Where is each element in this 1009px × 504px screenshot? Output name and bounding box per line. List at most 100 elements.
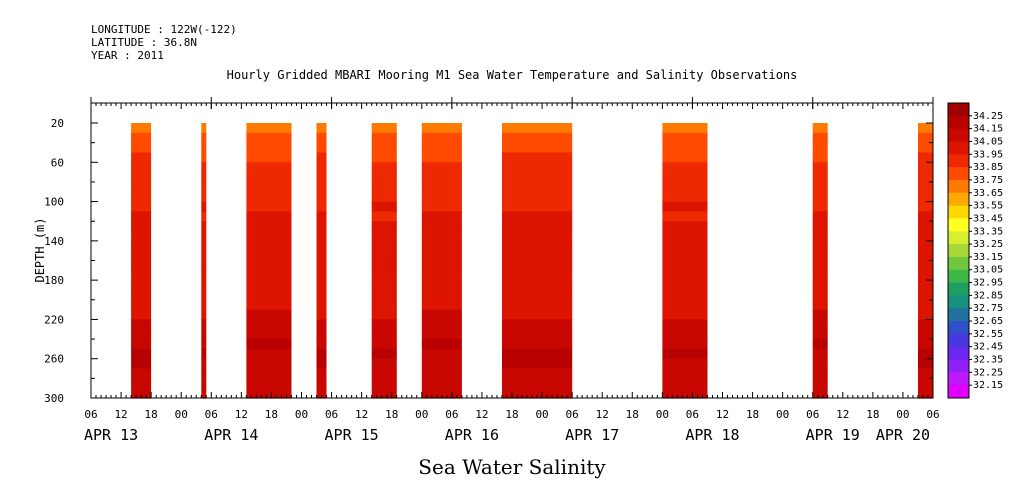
salinity-cell: [918, 299, 933, 311]
y-tick-label: 300: [44, 392, 64, 405]
salinity-cell: [421, 378, 462, 389]
colorbar-bin: [948, 128, 969, 142]
salinity-cell: [812, 260, 828, 271]
salinity-cell: [421, 339, 462, 350]
colorbar-bin: [948, 269, 969, 284]
salinity-cell: [371, 123, 397, 134]
salinity-cell: [812, 152, 828, 163]
salinity-cell: [918, 123, 933, 134]
salinity-cell: [918, 329, 933, 340]
salinity-cell: [316, 172, 327, 183]
salinity-cell: [502, 132, 573, 144]
salinity-cell: [131, 123, 152, 134]
colorbar-label: 33.95: [973, 149, 1003, 160]
y-tick-label: 100: [44, 196, 64, 209]
x-tick-label: 18: [626, 408, 639, 421]
colorbar-label: 32.15: [973, 380, 1003, 391]
data-segment: [812, 123, 828, 399]
x-tick-label: 12: [596, 408, 609, 421]
salinity-cell: [918, 348, 933, 360]
x-tick-label: 06: [686, 408, 699, 421]
salinity-cell: [812, 201, 828, 212]
salinity-cell: [316, 299, 327, 311]
salinity-cell: [421, 142, 462, 153]
data-segment: [918, 123, 933, 399]
salinity-cell: [246, 270, 292, 281]
salinity-cell: [662, 348, 708, 360]
salinity-cell: [201, 231, 207, 242]
salinity-cell: [918, 339, 933, 350]
colorbar-label: 34.15: [973, 124, 1003, 135]
colorbar-bin: [948, 179, 969, 194]
colorbar-bin: [948, 372, 969, 386]
salinity-cell: [502, 388, 573, 399]
salinity-cell: [502, 221, 573, 232]
colorbar-label: 33.05: [973, 265, 1003, 276]
salinity-cell: [662, 211, 708, 222]
salinity-cell: [201, 368, 207, 379]
colorbar-label: 34.05: [973, 136, 1003, 147]
salinity-cell: [246, 172, 292, 183]
salinity-cell: [918, 142, 933, 153]
salinity-cell: [246, 388, 292, 399]
salinity-cell: [316, 231, 327, 242]
salinity-cell: [918, 250, 933, 262]
salinity-cell: [918, 201, 933, 212]
salinity-cell: [662, 319, 708, 330]
salinity-cell: [131, 132, 152, 144]
salinity-cell: [371, 172, 397, 183]
salinity-cell: [316, 260, 327, 271]
salinity-cell: [316, 368, 327, 379]
salinity-cell: [421, 181, 462, 193]
x-tick-label: 00: [535, 408, 548, 421]
salinity-cell: [131, 388, 152, 399]
salinity-cell: [662, 260, 708, 271]
salinity-cell: [421, 280, 462, 291]
salinity-cell: [502, 348, 573, 360]
salinity-cell: [316, 270, 327, 281]
salinity-cell: [502, 378, 573, 389]
x-day-label: APR 20: [876, 426, 930, 444]
salinity-cell: [316, 191, 327, 203]
salinity-cell: [812, 142, 828, 153]
salinity-cell: [502, 142, 573, 153]
x-tick-label: 06: [566, 408, 579, 421]
salinity-cell: [421, 250, 462, 262]
y-axis-label: DEPTH (m): [33, 217, 47, 282]
salinity-cell: [421, 211, 462, 222]
salinity-cell: [502, 309, 573, 320]
salinity-cell: [812, 123, 828, 134]
salinity-cell: [131, 142, 152, 153]
salinity-cell: [201, 162, 207, 173]
colorbar-label: 32.55: [973, 329, 1003, 340]
salinity-cell: [662, 181, 708, 193]
salinity-cell: [246, 299, 292, 311]
salinity-cell: [371, 201, 397, 212]
colorbar-label: 33.15: [973, 252, 1003, 263]
salinity-cell: [421, 368, 462, 379]
salinity-cell: [316, 123, 327, 134]
salinity-cell: [201, 201, 207, 212]
salinity-cell: [662, 358, 708, 370]
salinity-cell: [371, 142, 397, 153]
salinity-cell: [812, 162, 828, 173]
year-label: YEAR : 2011: [91, 49, 164, 62]
salinity-cell: [201, 260, 207, 271]
y-tick-label: 60: [51, 156, 64, 169]
salinity-cell: [421, 123, 462, 134]
colorbar-label: 33.35: [973, 226, 1003, 237]
colorbar-bin: [948, 192, 969, 207]
salinity-cell: [662, 231, 708, 242]
y-tick-label: 220: [44, 313, 64, 326]
salinity-cell: [131, 309, 152, 320]
salinity-cell: [246, 142, 292, 153]
salinity-cell: [246, 250, 292, 262]
salinity-cell: [421, 388, 462, 399]
salinity-cell: [812, 309, 828, 320]
salinity-cell: [246, 260, 292, 271]
colorbar-label: 32.65: [973, 316, 1003, 327]
salinity-cell: [421, 299, 462, 311]
salinity-cell: [918, 270, 933, 281]
colorbar-bin: [948, 167, 969, 181]
salinity-cell: [371, 240, 397, 252]
